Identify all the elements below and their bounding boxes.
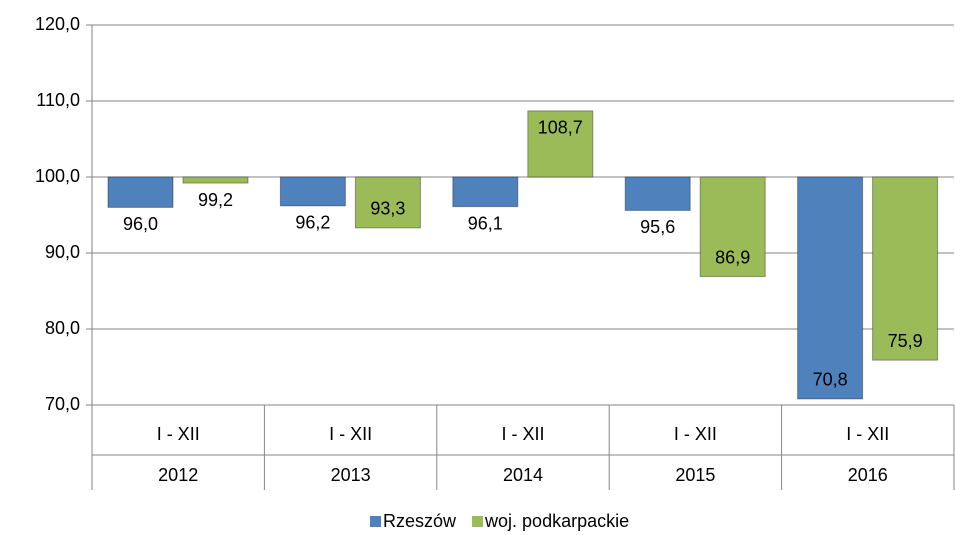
period-label: I - XII <box>329 424 372 444</box>
bar <box>279 176 346 207</box>
data-label: 96,0 <box>123 214 158 234</box>
data-label: 86,9 <box>715 247 750 267</box>
x-tick-label: 2012 <box>158 465 198 485</box>
bar <box>797 176 864 400</box>
period-label: I - XII <box>846 424 889 444</box>
legend-swatch <box>472 516 484 527</box>
data-label: 93,3 <box>370 199 405 219</box>
y-tick-label: 110,0 <box>36 90 80 110</box>
x-tick-label: 2013 <box>331 465 371 485</box>
data-label: 95,6 <box>640 217 675 237</box>
bar <box>624 176 691 211</box>
y-tick-label: 100,0 <box>35 166 80 186</box>
y-tick-label: 80,0 <box>45 318 80 338</box>
x-tick-label: 2015 <box>675 465 715 485</box>
period-label: I - XII <box>157 424 200 444</box>
bar <box>527 110 594 178</box>
y-tick-label: 120,0 <box>35 14 80 34</box>
data-label: 108,7 <box>538 118 583 138</box>
period-label: I - XII <box>674 424 717 444</box>
bar <box>699 176 766 278</box>
y-tick-label: 70,0 <box>45 394 80 414</box>
bar <box>452 176 519 208</box>
x-tick-label: 2014 <box>503 465 543 485</box>
x-tick-label: 2016 <box>848 465 888 485</box>
legend-label: woj. podkarpackie <box>484 511 629 531</box>
bar <box>872 176 939 361</box>
data-label: 70,8 <box>813 370 848 390</box>
period-label: I - XII <box>501 424 544 444</box>
bar <box>354 176 421 229</box>
data-label: 96,2 <box>295 213 330 233</box>
bar <box>107 176 174 208</box>
bar <box>182 176 249 184</box>
data-label: 96,1 <box>468 213 503 233</box>
legend-label: Rzeszów <box>383 511 457 531</box>
data-label: 99,2 <box>198 190 233 210</box>
legend-swatch <box>370 516 381 527</box>
data-label: 75,9 <box>888 331 923 351</box>
y-tick-label: 90,0 <box>45 242 80 262</box>
